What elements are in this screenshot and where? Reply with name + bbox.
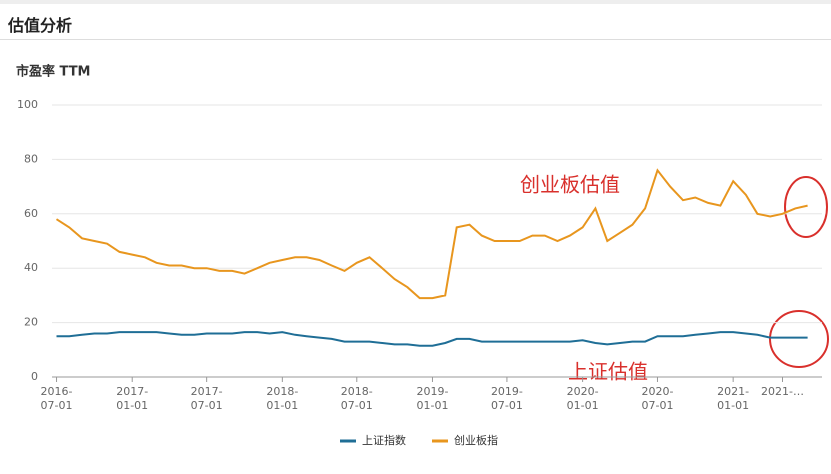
y-tick-label: 100 <box>17 98 38 111</box>
legend-label: 创业板指 <box>454 433 498 447</box>
x-tick-label: 2019-07-01 <box>490 385 523 412</box>
y-tick-label: 20 <box>24 316 38 329</box>
legend-label: 上证指数 <box>362 433 406 447</box>
y-tick-label: 40 <box>24 261 38 274</box>
line-series <box>56 331 808 347</box>
x-tick-label: 2018-07-01 <box>340 385 373 412</box>
header-title: 估值分析 <box>8 16 73 35</box>
x-tick-label: 2021-… <box>761 385 804 398</box>
x-tick-label: 2017-07-01 <box>190 385 223 412</box>
x-tick-label: 2018-01-01 <box>266 385 299 412</box>
x-tick-label: 2020-07-01 <box>641 385 674 412</box>
x-tick-label: 2017-01-01 <box>116 385 149 412</box>
y-axis-title: 市盈率 TTM <box>16 64 91 80</box>
y-tick-label: 0 <box>31 370 38 383</box>
y-tick-label: 80 <box>24 152 38 165</box>
header: 估值分析 <box>0 0 831 40</box>
highlight-circle <box>769 310 829 368</box>
annotation: 上证估值 <box>568 360 648 384</box>
x-tick-label: 2020-01-01 <box>566 385 599 412</box>
x-tick-label: 2019-01-01 <box>416 385 449 412</box>
y-tick-label: 60 <box>24 207 38 220</box>
x-tick-label: 2021-01-01 <box>717 385 750 412</box>
x-tick-label: 2016-07-01 <box>40 385 73 412</box>
annotation: 创业板估值 <box>520 173 620 197</box>
line-series <box>55 168 808 300</box>
highlight-circle <box>784 176 828 238</box>
